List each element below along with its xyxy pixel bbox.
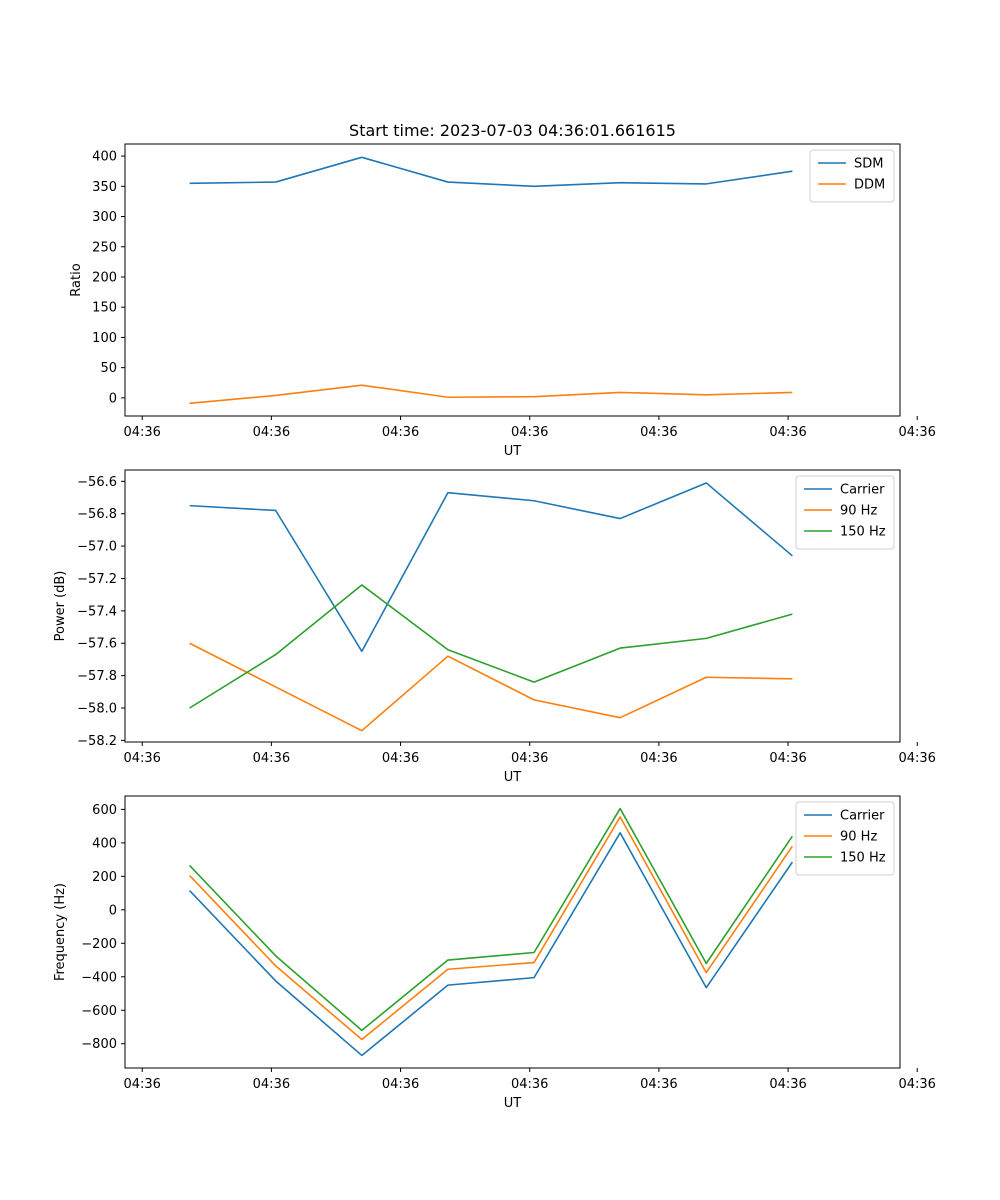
y-tick-label: −58.2 — [77, 734, 117, 749]
y-tick-label: 200 — [92, 870, 117, 885]
legend-label: Carrier — [840, 809, 885, 824]
y-axis-label: Power (dB) — [53, 571, 68, 642]
series-line-carrier — [189, 832, 794, 1057]
y-tick-label: 400 — [92, 150, 117, 165]
x-tick-label: 04:36 — [898, 425, 935, 440]
x-tick-label: 04:36 — [253, 1077, 290, 1092]
x-tick-label: 04:36 — [382, 751, 419, 766]
y-tick-label: −56.6 — [77, 475, 117, 490]
series-line-150-hz — [189, 807, 794, 1032]
y-tick-label: −600 — [81, 1004, 117, 1019]
x-tick-label: 04:36 — [123, 1077, 160, 1092]
y-tick-label: 400 — [92, 836, 117, 851]
series-line-90-hz — [189, 642, 793, 732]
x-tick-label: 04:36 — [640, 751, 677, 766]
y-tick-label: 350 — [92, 180, 117, 195]
y-tick-label: 600 — [92, 803, 117, 818]
x-tick-label: 04:36 — [382, 1077, 419, 1092]
legend-label: SDM — [854, 157, 883, 172]
y-tick-label: −57.2 — [77, 572, 117, 587]
y-tick-label: −58.0 — [77, 702, 117, 717]
x-tick-label: 04:36 — [898, 1077, 935, 1092]
x-tick-label: 04:36 — [511, 751, 548, 766]
legend-label: 150 Hz — [840, 525, 886, 540]
x-tick-label: 04:36 — [382, 425, 419, 440]
x-tick-label: 04:36 — [253, 425, 290, 440]
x-axis-label: UT — [504, 770, 522, 785]
y-tick-label: 250 — [92, 240, 117, 255]
legend-label: 90 Hz — [840, 504, 877, 519]
axes-frame — [124, 795, 901, 1069]
y-tick-label: −57.8 — [77, 669, 117, 684]
y-axis-label: Frequency (Hz) — [53, 883, 68, 981]
y-tick-label: 50 — [100, 361, 117, 376]
y-tick-label: 200 — [92, 270, 117, 285]
y-tick-label: 0 — [109, 391, 117, 406]
legend-label: 150 Hz — [840, 851, 886, 866]
y-tick-label: 300 — [92, 210, 117, 225]
y-tick-label: −56.8 — [77, 507, 117, 522]
y-tick-label: −57.6 — [77, 637, 117, 652]
legend: Carrier 90 Hz 150 Hz — [795, 475, 895, 550]
series-line-90-hz — [189, 816, 794, 1041]
panels: 0 50 100 150 200 250 300 350 400 04:36 04:36 04:36 0… — [53, 143, 936, 1111]
ratio-panel: 0 50 100 150 200 250 300 350 400 04:36 04:36 04:36 0… — [69, 143, 936, 459]
y-tick-label: −57.0 — [77, 540, 117, 555]
legend: SDM DDM — [809, 149, 895, 203]
x-tick-label: 04:36 — [123, 751, 160, 766]
x-axis-label: UT — [504, 444, 522, 459]
legend-label: 90 Hz — [840, 830, 877, 845]
series-line-ddm — [189, 384, 793, 405]
y-tick-label: −800 — [81, 1037, 117, 1052]
legend-label: DDM — [854, 178, 885, 193]
series-line-150-hz — [189, 584, 793, 709]
x-tick-label: 04:36 — [898, 751, 935, 766]
x-tick-label: 04:36 — [123, 425, 160, 440]
x-tick-label: 04:36 — [640, 425, 677, 440]
x-tick-label: 04:36 — [769, 751, 806, 766]
frequency-panel: −800 −600 −400 −200 0 200 400 600 04:36 04:36 04:3… — [53, 795, 936, 1111]
series-line-carrier — [189, 482, 793, 653]
figure-title: Start time: 2023-07-03 04:36:01.661615 — [349, 121, 676, 140]
axes-frame — [124, 143, 901, 417]
x-tick-label: 04:36 — [511, 425, 548, 440]
y-tick-label: 150 — [92, 301, 117, 316]
y-tick-label: −57.4 — [77, 604, 117, 619]
y-tick-label: 100 — [92, 331, 117, 346]
y-tick-label: −200 — [81, 937, 117, 952]
x-tick-label: 04:36 — [253, 751, 290, 766]
y-tick-label: 0 — [109, 903, 117, 918]
x-axis-label: UT — [504, 1096, 522, 1111]
axes-frame — [124, 469, 901, 743]
legend-label: Carrier — [840, 483, 885, 498]
x-tick-label: 04:36 — [511, 1077, 548, 1092]
y-axis-label: Ratio — [69, 263, 84, 296]
power-panel: −58.2 −58.0 −57.8 −57.6 −57.4 −57.2 −57.0 −56.8… — [53, 469, 936, 785]
legend: Carrier 90 Hz 150 Hz — [795, 801, 895, 876]
x-tick-label: 04:36 — [640, 1077, 677, 1092]
series-line-sdm — [189, 156, 793, 188]
y-tick-label: −400 — [81, 970, 117, 985]
x-tick-label: 04:36 — [769, 1077, 806, 1092]
x-tick-label: 04:36 — [769, 425, 806, 440]
